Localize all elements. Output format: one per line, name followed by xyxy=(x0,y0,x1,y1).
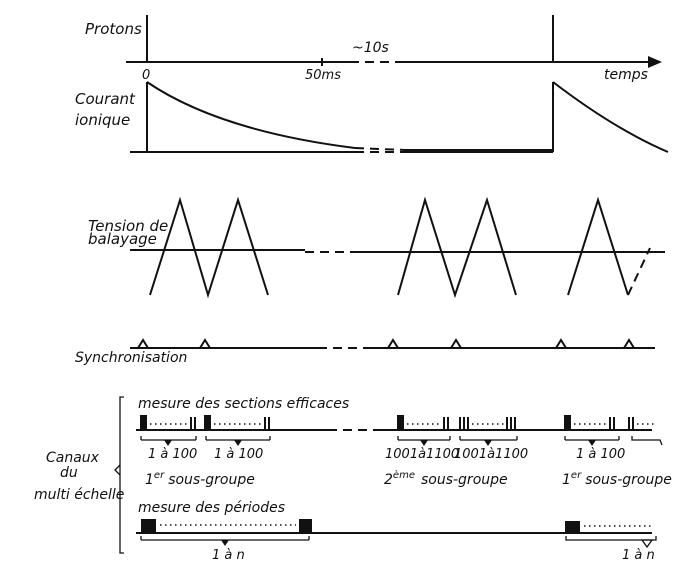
sweep-group-1 xyxy=(149,196,269,299)
range-bracket-arrow xyxy=(420,440,428,446)
sous-groupe-2-label: 2ème sous-groupe xyxy=(384,469,508,488)
range-label-c: 1001à1100 xyxy=(385,447,459,462)
channel-tick xyxy=(514,417,516,430)
sync-pulse-2 xyxy=(199,338,211,349)
range-bracket xyxy=(564,436,620,441)
channel-tick xyxy=(506,417,508,430)
sync-pulse-1 xyxy=(137,338,149,349)
sync-pulse-5 xyxy=(555,338,567,349)
range-label-b: 1 à 100 xyxy=(214,447,263,462)
range-bracket-arrow xyxy=(588,440,596,446)
sync-pulse-3 xyxy=(387,338,399,349)
sweep-group-2 xyxy=(397,196,517,299)
channel-block xyxy=(397,415,404,430)
periodes-bracket-2-arrow xyxy=(640,539,654,549)
courant-decay-break xyxy=(354,147,406,151)
sync-pulse-4 xyxy=(450,338,462,349)
canaux-label-1: Canaux xyxy=(46,450,100,466)
channel-tick xyxy=(613,417,615,430)
mesure-periodes-label: mesure des périodes xyxy=(138,500,285,516)
canaux-label-3: multi échelle xyxy=(34,487,124,503)
periodes-block-end xyxy=(299,519,312,533)
channel-tick xyxy=(467,417,469,430)
sync-row: Synchronisation xyxy=(75,338,655,366)
channel-tick xyxy=(609,417,611,430)
range-label-n1: 1 à n xyxy=(212,548,245,563)
periodes-bracket xyxy=(140,536,310,541)
range-bracket xyxy=(459,436,518,441)
range-label-d: 1001à1100 xyxy=(454,447,528,462)
tension-label-2: balayage xyxy=(88,230,157,248)
tension-label-1: Tension de xyxy=(88,217,168,235)
tick-50ms-label: 50ms xyxy=(305,68,341,83)
channel-tick xyxy=(264,417,266,430)
periodes-block-start-2 xyxy=(565,521,580,533)
channel-tick xyxy=(463,417,465,430)
range-bracket xyxy=(397,436,451,441)
tick-0-label: 0 xyxy=(142,68,150,83)
range-bracket-arrow xyxy=(234,440,242,446)
canaux-section: Canaux du multi échelle mesure des secti… xyxy=(34,396,672,563)
range-label-e: 1 à 100 xyxy=(576,447,625,462)
temps-label: temps xyxy=(604,67,648,83)
courant-decay-1 xyxy=(146,81,356,149)
channel-tick xyxy=(628,417,630,430)
channel-block xyxy=(564,415,571,430)
channel-tick xyxy=(268,417,270,430)
range-bracket xyxy=(205,436,271,441)
range-bracket-arrow xyxy=(484,440,492,446)
canaux-label-2: du xyxy=(60,465,78,481)
canaux-brace-point xyxy=(114,464,121,476)
periodes-block-start xyxy=(141,519,156,533)
synchronisation-label: Synchronisation xyxy=(75,350,187,366)
periodes-bracket-arrow xyxy=(221,540,229,546)
courant-row: Courant ionique xyxy=(75,81,669,153)
range-bracket xyxy=(140,436,197,441)
mesure-sections-label: mesure des sections efficaces xyxy=(138,396,349,412)
time-axis-arrow xyxy=(648,56,662,68)
periodes-bracket-2 xyxy=(565,536,657,541)
protons-label: Protons xyxy=(85,20,142,38)
channel-block xyxy=(204,415,211,430)
channel-tick xyxy=(443,417,445,430)
channel-block xyxy=(140,415,147,430)
sync-pulse-6 xyxy=(623,338,635,349)
canaux-brace xyxy=(119,396,124,554)
sous-groupe-3-label: 1er sous-groupe xyxy=(562,470,672,488)
courant-label-1: Courant xyxy=(75,90,136,108)
range-bracket-arrow xyxy=(164,440,172,446)
channel-tick xyxy=(459,417,461,430)
tick-10s-label: ~10s xyxy=(352,40,389,56)
protons-row: Protons 0 50ms ~10s temps xyxy=(85,15,662,83)
tension-row: Tension de balayage xyxy=(88,196,665,299)
range-bracket-partial xyxy=(631,436,663,446)
range-label-n2: 1 à n xyxy=(622,548,655,563)
channel-tick xyxy=(194,417,196,430)
channel-tick xyxy=(510,417,512,430)
sweep-group-3 xyxy=(567,196,629,296)
channel-tick xyxy=(190,417,192,430)
range-label-a: 1 à 100 xyxy=(148,447,197,462)
channel-tick xyxy=(447,417,449,430)
channel-tick xyxy=(632,417,634,430)
sous-groupe-1-label: 1er sous-groupe xyxy=(145,470,255,488)
courant-label-2: ionique xyxy=(75,111,130,129)
courant-decay-2 xyxy=(552,81,669,153)
sweep-group-3-continuation xyxy=(627,247,651,296)
